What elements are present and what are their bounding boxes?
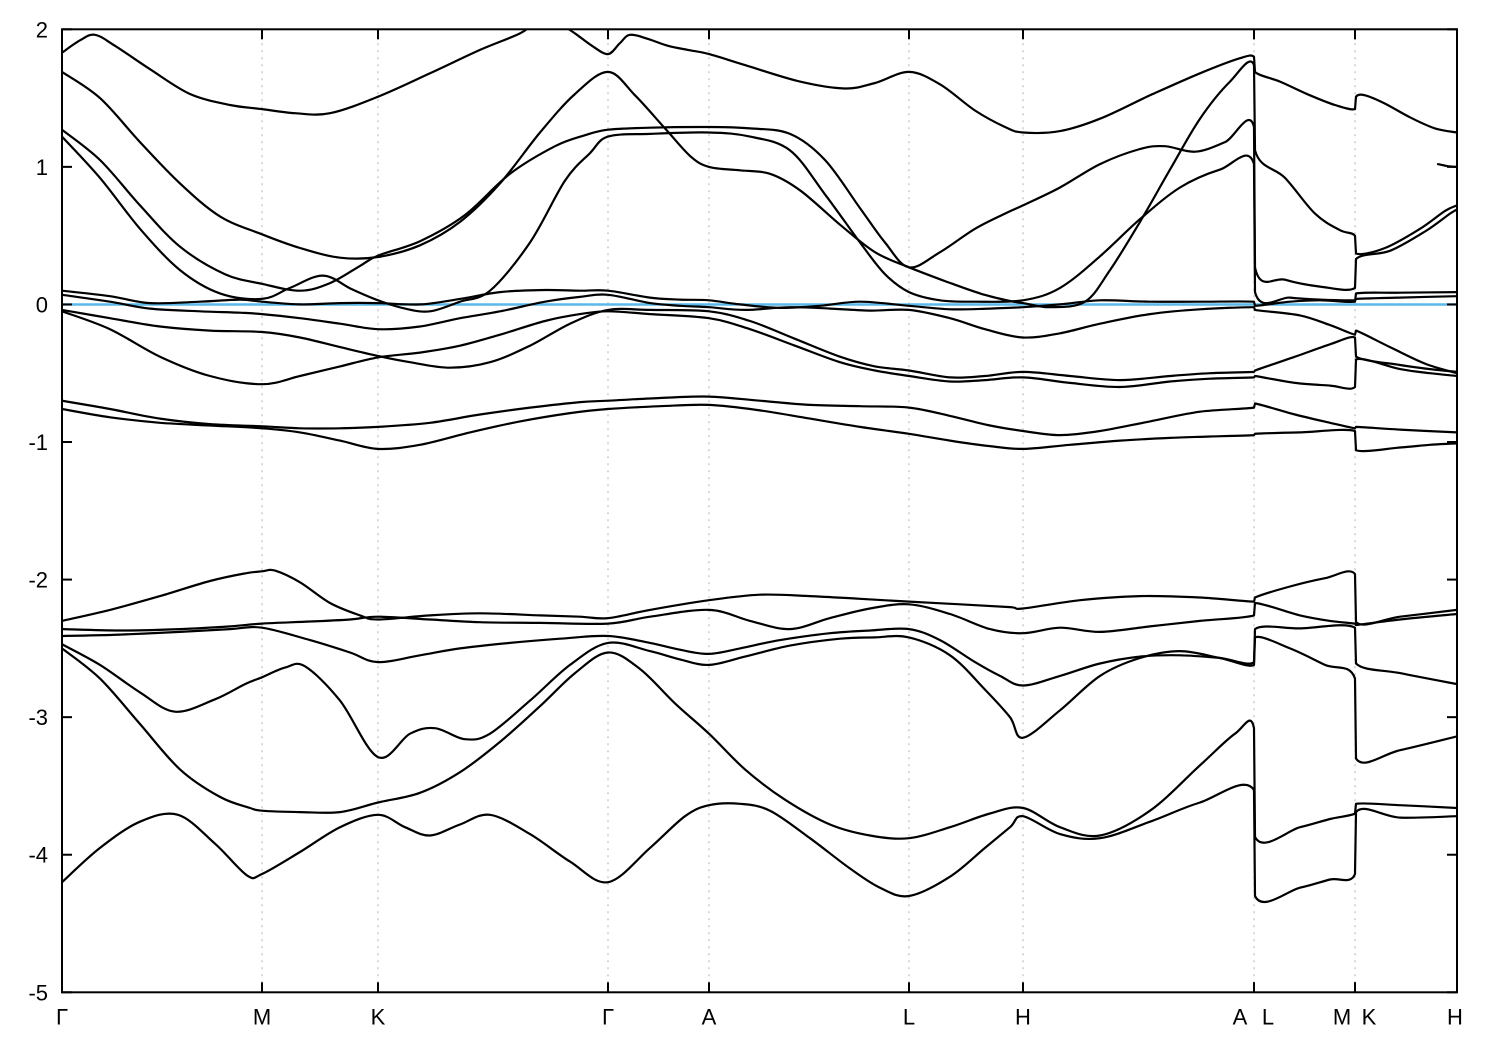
x-tick-label: L: [903, 1004, 915, 1029]
y-tick-label: -2: [28, 568, 48, 593]
band-01: [62, 29, 1457, 135]
band-curves: [62, 29, 1457, 904]
band-06: [62, 293, 1457, 375]
x-tick-label: M: [253, 1004, 271, 1029]
y-tick-label: 2: [36, 17, 48, 42]
band-13: [62, 624, 1457, 687]
x-tick-label: K: [371, 1004, 386, 1029]
y-tick-label: 1: [36, 155, 48, 180]
band-11: [62, 568, 1457, 626]
band-15: [62, 647, 1457, 844]
band-02: [62, 60, 1457, 309]
band-09: [62, 395, 1457, 437]
y-tick-label: -4: [28, 843, 48, 868]
band-12: [62, 601, 1457, 635]
x-tick-label: A: [1233, 1004, 1248, 1029]
tick-marks: [61, 28, 1458, 994]
x-tick-label: L: [1262, 1004, 1274, 1029]
x-tick-label: H: [1015, 1004, 1031, 1029]
band-04: [62, 131, 1457, 313]
band-16: [62, 783, 1457, 904]
band-03: [62, 118, 1457, 292]
y-tick-label: -5: [28, 980, 48, 1005]
x-tick-label: H: [1447, 1004, 1463, 1029]
y-tick-label: -1: [28, 430, 48, 455]
x-tick-label: M: [1333, 1004, 1351, 1029]
band-10: [62, 403, 1457, 453]
band-07: [62, 307, 1457, 382]
x-tick-label: Γ: [56, 1004, 68, 1029]
band-05: [62, 288, 1457, 311]
plot-border: [61, 28, 1458, 994]
y-tick-label: 0: [36, 292, 48, 317]
x-tick-label: K: [1362, 1004, 1377, 1029]
y-tick-label: -3: [28, 705, 48, 730]
y-axis-labels: 2 1 0 -1 -2 -3 -4 -5: [28, 17, 48, 1005]
band-08: [62, 310, 1457, 390]
band-14: [62, 634, 1457, 764]
x-tick-label: A: [702, 1004, 717, 1029]
x-tick-label: Γ: [602, 1004, 614, 1029]
